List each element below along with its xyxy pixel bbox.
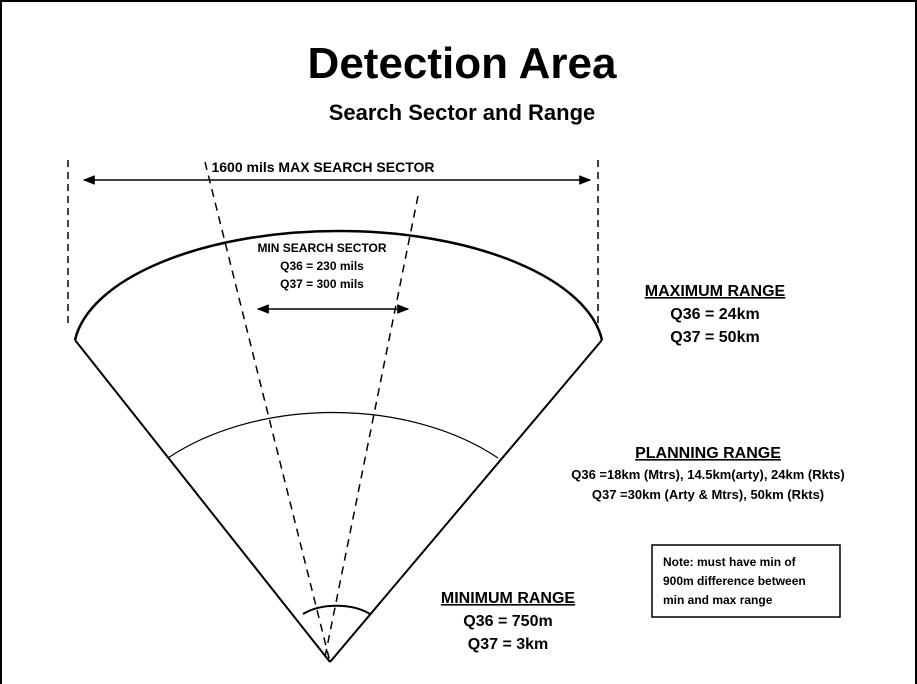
min-sector-heading: MIN SEARCH SECTOR xyxy=(257,241,386,255)
min-sector-left xyxy=(204,161,331,663)
diagram xyxy=(67,160,604,663)
max-range-arc xyxy=(73,229,604,341)
min-sector-line: Q37 = 300 mils xyxy=(280,277,364,291)
planning-range-line: Q36 =18km (Mtrs), 14.5km(arty), 24km (Rk… xyxy=(571,467,844,482)
note-line: min and max range xyxy=(663,593,773,607)
note-box xyxy=(651,544,841,618)
min-range-line: Q37 = 3km xyxy=(468,636,549,653)
max-range-line: Q37 = 50km xyxy=(670,329,759,346)
note-line: Note: must have min of xyxy=(663,555,797,569)
fan-right xyxy=(329,339,603,663)
planning-range-arc xyxy=(167,411,499,459)
subtitle: Search Sector and Range xyxy=(329,100,596,125)
min-sector-right xyxy=(323,195,419,663)
max-sector-label: 1600 mils MAX SEARCH SECTOR xyxy=(211,159,434,175)
fan-left xyxy=(74,339,331,663)
min-range-heading: MINIMUM RANGE xyxy=(441,590,576,607)
planning-range-heading: PLANNING RANGE xyxy=(635,445,781,462)
max-range-heading: MAXIMUM RANGE xyxy=(645,283,786,300)
title: Detection Area xyxy=(308,39,617,88)
planning-range-line: Q37 =30km (Arty & Mtrs), 50km (Rkts) xyxy=(592,487,824,502)
min-sector-line: Q36 = 230 mils xyxy=(280,259,364,273)
min-range-arc xyxy=(302,604,371,615)
note-line: 900m difference between xyxy=(663,574,806,588)
min-range-line: Q36 = 750m xyxy=(463,613,552,630)
max-range-line: Q36 = 24km xyxy=(670,306,759,323)
